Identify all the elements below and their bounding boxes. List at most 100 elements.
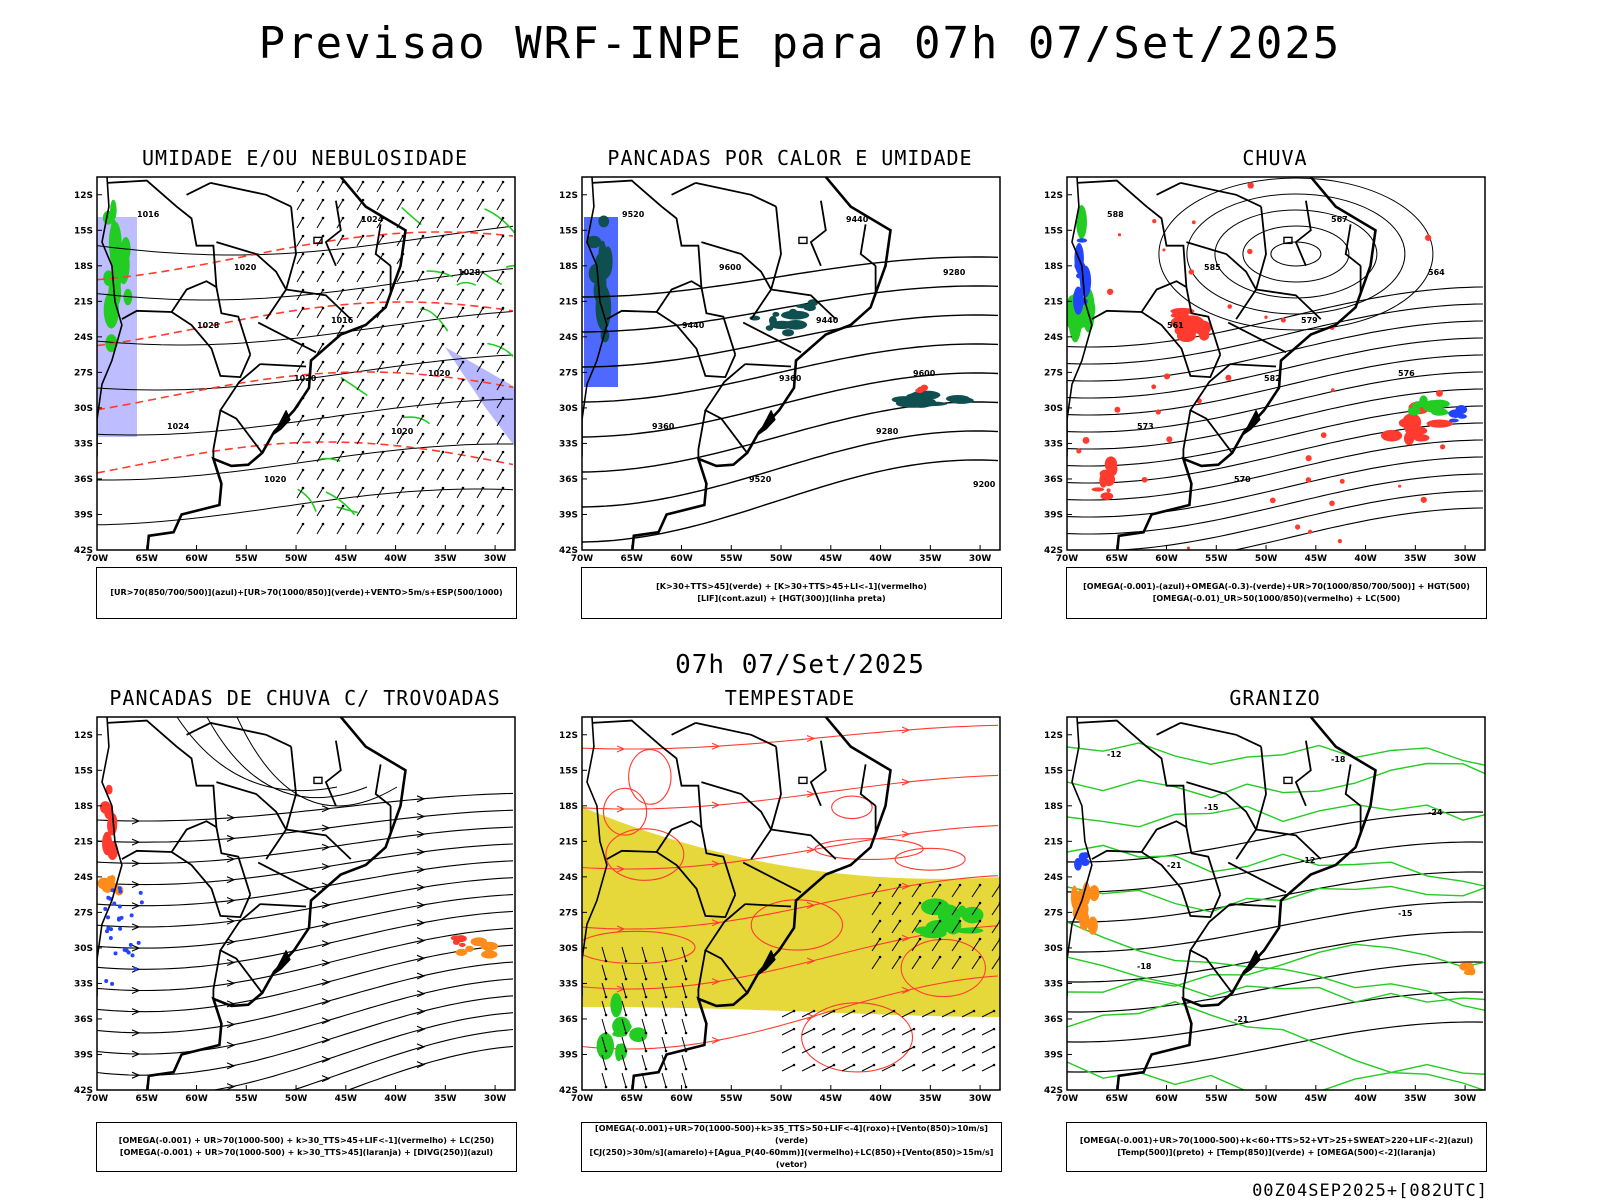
wind-vector — [441, 432, 445, 436]
wind850-vector — [931, 902, 941, 916]
wind-vector — [361, 306, 365, 310]
wind850-vector — [861, 1028, 875, 1036]
lon-tick-label: 30W — [969, 1094, 992, 1104]
wind850-vector — [832, 1009, 836, 1013]
wind-vector — [401, 198, 405, 202]
lon-tick-label: 70W — [1056, 554, 1079, 564]
wind-vector — [501, 198, 505, 202]
wind850-vector — [911, 956, 921, 970]
wind-vector — [356, 361, 364, 373]
wind850-vector — [972, 1063, 976, 1067]
rain-speck — [1076, 448, 1082, 454]
lat-tick-label: 33S — [1044, 439, 1063, 449]
wind-vector — [381, 396, 385, 400]
wind850-vector — [951, 902, 961, 916]
wind850-vector — [601, 1018, 607, 1034]
wind-vector — [416, 469, 424, 481]
temp500-contour — [1067, 1021, 1484, 1073]
wind-vector — [376, 469, 384, 481]
stream-arrow — [226, 834, 236, 842]
streamline — [97, 843, 514, 886]
rain-speck — [1439, 444, 1446, 450]
rain-speck — [1151, 384, 1157, 390]
wind-vector — [401, 468, 405, 472]
wind850-vector — [978, 937, 982, 941]
stream-arrow — [901, 986, 911, 994]
wind-vector — [496, 199, 504, 211]
state-border — [1091, 849, 1142, 860]
stream-arrow — [416, 795, 426, 803]
rain-speck — [1082, 436, 1090, 444]
wind-vector — [476, 325, 484, 337]
wind-vector — [321, 360, 325, 364]
wind-vector — [421, 198, 425, 202]
wind850-vector — [878, 937, 882, 941]
temp850-contour — [1067, 762, 1485, 799]
rain-area — [1380, 429, 1403, 442]
precipitable-water-contour — [801, 1002, 914, 1073]
wind-vector — [401, 360, 405, 364]
wind-vector — [481, 216, 485, 220]
wind-vector — [476, 343, 484, 355]
wind-vector — [456, 235, 464, 247]
wind-vector — [321, 378, 325, 382]
stream-arrow — [806, 901, 816, 909]
lat-tick-label: 42S — [1044, 546, 1063, 556]
lat-tick-label: 42S — [74, 1086, 93, 1096]
rain-speck — [1417, 427, 1424, 434]
wind850-vector — [991, 938, 1000, 952]
wind850-vector — [938, 955, 942, 959]
wind-vector — [381, 378, 385, 382]
wind-vector — [296, 433, 304, 445]
wind850-vector — [941, 1028, 955, 1036]
lat-tick-label: 33S — [559, 439, 578, 449]
panel-title-umidade: UMIDADE E/OU NEBULOSIDADE — [141, 146, 469, 170]
wind850-vector — [971, 920, 981, 934]
wind-vector — [436, 433, 444, 445]
state-border — [656, 311, 737, 379]
wind850-vector — [624, 1049, 628, 1053]
divergence-blue — [128, 942, 133, 947]
middle-date-label: 07h 07/Set/2025 — [675, 650, 925, 680]
lat-tick-label: 42S — [74, 546, 93, 556]
wind850-vector — [684, 977, 688, 981]
wind-vector — [361, 288, 365, 292]
wind-vector — [461, 450, 465, 454]
wind-vector — [496, 487, 504, 499]
stream-arrow — [416, 848, 426, 856]
wind850-vector — [621, 1054, 627, 1070]
lon-tick-label: 45W — [820, 1094, 843, 1104]
state-border — [770, 288, 837, 320]
streamline — [97, 894, 514, 949]
wind850-vector — [684, 1067, 688, 1071]
wind-vector — [421, 486, 425, 490]
thickness-line — [97, 441, 514, 474]
wind-vector — [501, 396, 505, 400]
wind-vector — [496, 469, 504, 481]
lon-tick-label: 40W — [869, 554, 892, 564]
wind-vector — [481, 180, 485, 184]
lagoa-dos-patos — [272, 410, 291, 436]
plot-area: -12 -15 -12 -15 -18 -21 -18 -24 -21 — [1067, 717, 1485, 1090]
humid-green-contour — [484, 208, 515, 234]
isobar — [97, 268, 514, 301]
state-border — [1189, 903, 1233, 994]
wind850-vector — [992, 1063, 996, 1067]
wind-vector — [341, 270, 345, 274]
lon-tick-label: 50W — [1255, 1094, 1278, 1104]
contour-label: 9520 — [749, 475, 772, 484]
lat-tick-label: 36S — [559, 1015, 578, 1025]
state-border — [750, 206, 782, 320]
lat-tick-label: 33S — [559, 979, 578, 989]
rain-speck — [1188, 269, 1195, 275]
federal-district — [313, 776, 323, 785]
rain-speck — [1264, 315, 1268, 319]
wind-vector — [456, 469, 464, 481]
stream-arrow — [416, 813, 426, 821]
state-border — [257, 861, 317, 894]
stream-arrow — [131, 1071, 141, 1079]
wind850-vector — [938, 937, 942, 941]
wind-vector — [361, 468, 365, 472]
wind850-vector — [891, 938, 901, 952]
wind-vector — [341, 522, 345, 526]
